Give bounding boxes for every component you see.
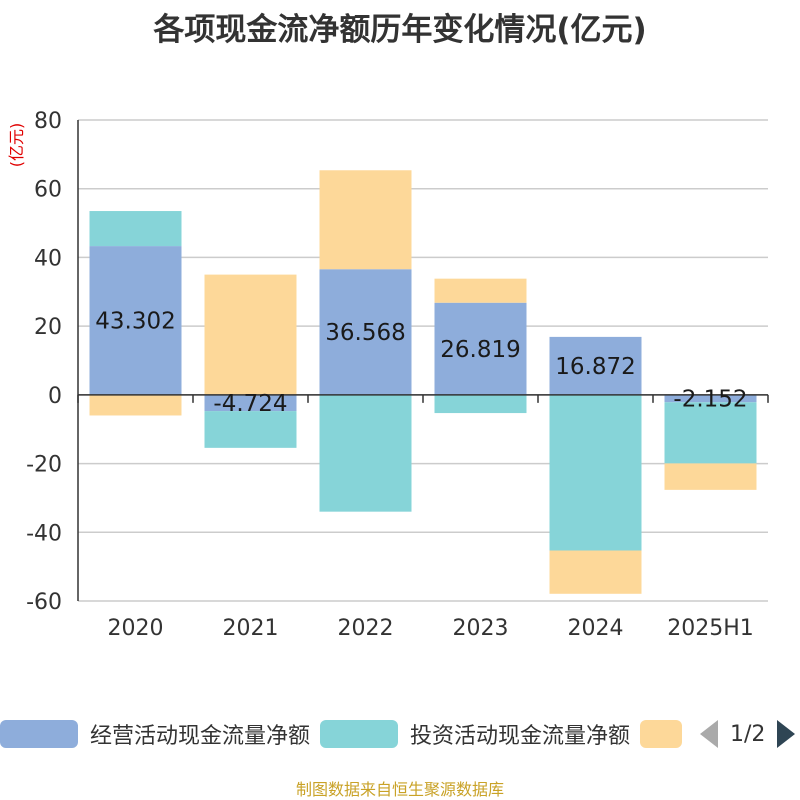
bar-2020-series-0: [89, 246, 182, 395]
legend-swatch-investing: [320, 720, 398, 748]
bar-2025H1-series-2: [664, 463, 757, 490]
bar-2021-series-0: [204, 394, 297, 412]
bar-2021-series-2: [204, 274, 297, 395]
legend-pager: 1/2: [700, 712, 796, 756]
bar-2024-series-2: [549, 550, 642, 594]
x-tick-label: 2022: [338, 616, 394, 641]
x-tick-label: 2024: [568, 616, 624, 641]
y-tick-label: 60: [34, 178, 62, 203]
y-tick-label: 20: [34, 315, 62, 340]
bar-2022-series-2: [319, 170, 412, 270]
x-tick-label: 2025H1: [667, 616, 754, 641]
bar-2024-series-1: [549, 394, 642, 551]
bar-2023-series-2: [434, 278, 527, 303]
x-tick-label: 2021: [223, 616, 279, 641]
legend: 经营活动现金流量净额 投资活动现金流量净额 1/2: [0, 712, 800, 756]
x-tick-label: 2023: [453, 616, 509, 641]
bar-2020-series-1: [89, 211, 182, 247]
chart-area: 80 60 40 20 0 -20 -40 -60 (亿元) 43.302 -4.724 36.568…: [7, 109, 769, 641]
data-label: 16.872: [555, 354, 635, 380]
data-label: -2.152: [673, 387, 747, 413]
y-tick-label: 80: [34, 109, 62, 134]
data-label: 43.302: [95, 308, 175, 334]
source-note: 制图数据来自恒生聚源数据库: [295, 780, 504, 799]
y-tick-label: -60: [26, 590, 62, 615]
y-tick-label: -20: [26, 453, 62, 478]
data-label: -4.724: [213, 391, 287, 417]
data-label: 26.819: [440, 337, 520, 363]
y-tick-label: 40: [34, 246, 62, 271]
legend-item-third[interactable]: [640, 712, 682, 756]
bar-2025H1-series-0: [664, 394, 757, 403]
x-tick-label: 2020: [108, 616, 164, 641]
legend-page-indicator: 1/2: [730, 721, 766, 747]
legend-swatch-third: [640, 720, 682, 748]
bar-2021-series-1: [204, 411, 297, 448]
bar-2023-series-0: [434, 302, 527, 395]
data-label: 36.568: [325, 320, 405, 346]
bar-2022-series-1: [319, 394, 412, 512]
y-tick-label: -40: [26, 521, 62, 546]
legend-label-investing: 投资活动现金流量净额: [410, 724, 631, 749]
legend-next-arrow-icon[interactable]: [777, 720, 796, 748]
bar-2023-series-1: [434, 394, 527, 414]
legend-item-operating[interactable]: 经营活动现金流量净额: [0, 712, 310, 756]
chart-title: 各项现金流净额历年变化情况(亿元): [153, 12, 647, 48]
legend-label-operating: 经营活动现金流量净额: [90, 724, 311, 749]
legend-swatch-operating: [0, 720, 78, 748]
legend-item-investing[interactable]: 投资活动现金流量净额: [320, 712, 630, 756]
y-tick-label: 0: [48, 384, 62, 409]
y-axis-label: (亿元): [7, 123, 26, 168]
bar-2020-series-2: [89, 394, 182, 416]
bar-2025H1-series-1: [664, 402, 757, 464]
bar-2024-series-0: [549, 336, 642, 395]
bar-2022-series-0: [319, 269, 412, 395]
legend-prev-arrow-icon[interactable]: [700, 720, 718, 748]
